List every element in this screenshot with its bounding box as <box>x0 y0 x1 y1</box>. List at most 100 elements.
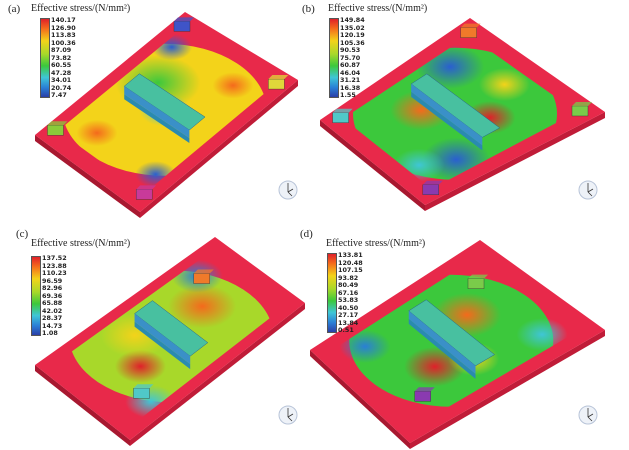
clamp-block <box>133 388 150 399</box>
clamp-block-top <box>571 101 592 106</box>
colorbar <box>31 256 41 336</box>
stress-contour-plot-a <box>35 12 298 218</box>
clamp-block <box>467 278 485 289</box>
clamp-block <box>47 125 64 136</box>
clamp-block-top <box>332 108 353 113</box>
colorbar-value: 123.88 <box>42 261 67 270</box>
triad-axis <box>587 191 593 197</box>
colorbar-value: 113.83 <box>51 31 76 39</box>
colorbar-value: 96.59 <box>42 276 63 285</box>
clamp-block <box>460 27 477 38</box>
colorbar-value: 34.01 <box>51 76 72 84</box>
clamp-block-top <box>468 274 488 279</box>
legend-title: Effective stress/(N/mm²) <box>328 3 428 14</box>
clamp-block-top <box>173 17 194 22</box>
panel-label: (b) <box>302 3 315 15</box>
legend-title: Effective stress/(N/mm²) <box>31 238 131 249</box>
triad-axis <box>587 188 594 193</box>
colorbar-value: 105.36 <box>340 38 365 47</box>
colorbar-value: 137.52 <box>42 254 67 262</box>
clamp-block <box>173 21 191 32</box>
colorbar-value: 93.82 <box>338 273 359 282</box>
colorbar-value: 75.70 <box>340 53 361 62</box>
colorbar-value: 90.53 <box>340 46 361 54</box>
frame-side <box>140 80 298 218</box>
colorbar-value: 7.47 <box>51 91 67 99</box>
clamp-block <box>422 184 440 195</box>
axis-triad-icon <box>578 405 598 425</box>
clamp-block <box>571 105 589 117</box>
colorbar-value: 120.19 <box>340 31 365 39</box>
colorbar-values: 140.17 126.90 113.83 100.36 87.09 73.82 60.55 4… <box>51 16 76 100</box>
axis-triad-icon <box>278 180 298 200</box>
triad-axis <box>287 188 294 193</box>
triad-axis <box>287 413 294 418</box>
colorbar-value: 135.02 <box>340 23 365 32</box>
clamp-block-top <box>414 387 435 392</box>
colorbar-value: 1.08 <box>42 329 58 337</box>
clamp-block-top <box>136 185 157 190</box>
stress-region <box>168 284 237 329</box>
clamp-block <box>268 78 285 90</box>
stress-contour-plot-b <box>320 18 605 211</box>
stress-contour-plot-d <box>310 240 605 449</box>
stress-region <box>114 349 166 383</box>
panel-label: (d) <box>300 228 313 240</box>
colorbar-value: 100.36 <box>51 38 76 47</box>
stress-region <box>76 119 118 147</box>
colorbar-value: 73.82 <box>51 53 72 62</box>
frame-side <box>425 112 605 211</box>
stress-contour-plot-c <box>35 237 305 446</box>
colorbar <box>327 253 337 333</box>
colorbar-value: 14.73 <box>42 321 63 330</box>
colorbar-value: 0.51 <box>338 326 354 334</box>
frame-side <box>35 365 130 446</box>
colorbar-value: 60.87 <box>340 61 361 69</box>
colorbar-value: 65.88 <box>42 299 63 307</box>
colorbar-value: 27.17 <box>338 311 359 319</box>
center-rib-side <box>134 321 191 370</box>
colorbar-value: 149.84 <box>340 16 365 24</box>
panel-label: (c) <box>16 228 29 240</box>
colorbar-value: 133.81 <box>338 251 363 259</box>
colorbar-value: 40.50 <box>338 303 359 312</box>
clamp-block-top <box>460 23 481 28</box>
legend-title: Effective stress/(N/mm²) <box>31 3 131 14</box>
frame-side <box>320 120 425 211</box>
center-rib-face <box>134 313 191 365</box>
triad-axis <box>587 416 593 422</box>
clamp-block-top <box>133 384 154 389</box>
colorbar-value: 67.16 <box>338 288 359 297</box>
colorbar-value: 20.74 <box>51 83 72 92</box>
panel-c: (c) Effective stress/(N/mm²) 137.52 123.8… <box>0 225 314 450</box>
colorbar-value: 120.48 <box>338 258 363 267</box>
stress-region <box>339 329 391 363</box>
clamp-block-top <box>193 269 214 274</box>
colorbar-value: 46.04 <box>340 68 361 77</box>
colorbar-value: 140.17 <box>51 16 76 24</box>
clamp-block <box>414 391 431 402</box>
clamp-block-top <box>268 75 289 80</box>
axis-triad-icon <box>578 180 598 200</box>
colorbar-value: 87.09 <box>51 46 72 54</box>
colorbar-value: 42.02 <box>42 306 63 315</box>
colorbar-value: 1.55 <box>340 91 356 99</box>
colorbar-values: 149.84 135.02 120.19 105.36 90.53 75.70 60.87 4… <box>340 16 365 100</box>
panel-a: (a) Effective stress/(N/mm²) 140.17 126.9… <box>0 0 314 225</box>
colorbar-value: 47.28 <box>51 68 72 77</box>
clamp-block-top <box>47 121 68 126</box>
colorbar-value: 110.23 <box>42 269 67 277</box>
center-rib-side <box>411 91 483 151</box>
center-rib-face <box>411 83 483 146</box>
colorbar-value: 82.96 <box>42 284 63 292</box>
colorbar <box>329 18 339 98</box>
colorbar <box>40 18 50 98</box>
center-rib-face <box>408 310 476 374</box>
colorbar-values: 137.52 123.88 110.23 96.59 82.96 69.36 65.88 42… <box>42 254 67 338</box>
colorbar-value: 80.49 <box>338 281 359 289</box>
panel-b: (b) Effective stress/(N/mm²) 149.84 135.0… <box>300 0 614 225</box>
colorbar-value: 13.84 <box>338 318 359 327</box>
center-rib-side <box>408 318 476 379</box>
colorbar-value: 31.21 <box>340 76 361 84</box>
